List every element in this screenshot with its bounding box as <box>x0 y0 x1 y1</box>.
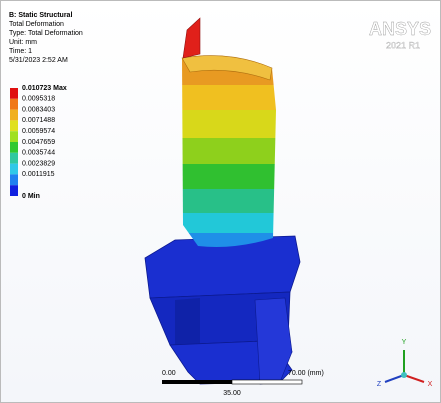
legend-label: 0.0047659 <box>22 139 55 146</box>
triad-label: Y <box>402 339 407 346</box>
legend-swatch <box>10 99 18 110</box>
scale-mid: 35.00 <box>223 390 241 397</box>
legend-label: 0.010723 Max <box>22 85 67 92</box>
scale-segment <box>232 380 302 384</box>
blade <box>170 40 290 253</box>
legend-swatch <box>10 120 18 131</box>
header-line: Time: 1 <box>9 48 32 55</box>
legend-label: 0 Min <box>22 193 40 200</box>
legend-swatch <box>10 88 18 99</box>
legend-swatch <box>10 185 18 196</box>
triad-label: Z <box>377 381 382 388</box>
legend-swatch <box>10 153 18 164</box>
legend-label: 0.0095318 <box>22 96 55 103</box>
legend-label: 0.0071488 <box>22 117 55 124</box>
legend-label: 0.0083403 <box>22 106 55 113</box>
header-line: Total Deformation <box>9 21 64 28</box>
analysis-title: B: Static Structural <box>9 12 72 19</box>
logo-name: ANSYS <box>369 19 431 39</box>
legend-label: 0.0035744 <box>22 150 55 157</box>
scale-start: 0.00 <box>162 370 176 377</box>
viewport: B: Static Structural Total Deformation T… <box>0 0 441 403</box>
scale-segment <box>162 380 232 384</box>
legend-swatch <box>10 174 18 185</box>
scale-end: 70.00 (mm) <box>288 370 324 377</box>
legend-swatch <box>10 131 18 142</box>
legend-label: 0.0011915 <box>22 171 55 178</box>
triad-label: X <box>428 381 433 388</box>
header-line: 5/31/2023 2:52 AM <box>9 57 68 64</box>
legend-swatch <box>10 142 18 153</box>
legend-label: 0.0023829 <box>22 160 55 167</box>
logo-version: 2021 R1 <box>386 40 420 50</box>
legend-label: 0.0059574 <box>22 128 55 135</box>
triad-origin <box>401 372 407 378</box>
header-line: Type: Total Deformation <box>9 30 83 37</box>
legend-swatch <box>10 164 18 175</box>
root-face <box>175 298 200 345</box>
legend-swatch <box>10 110 18 121</box>
header-line: Unit: mm <box>9 39 37 46</box>
